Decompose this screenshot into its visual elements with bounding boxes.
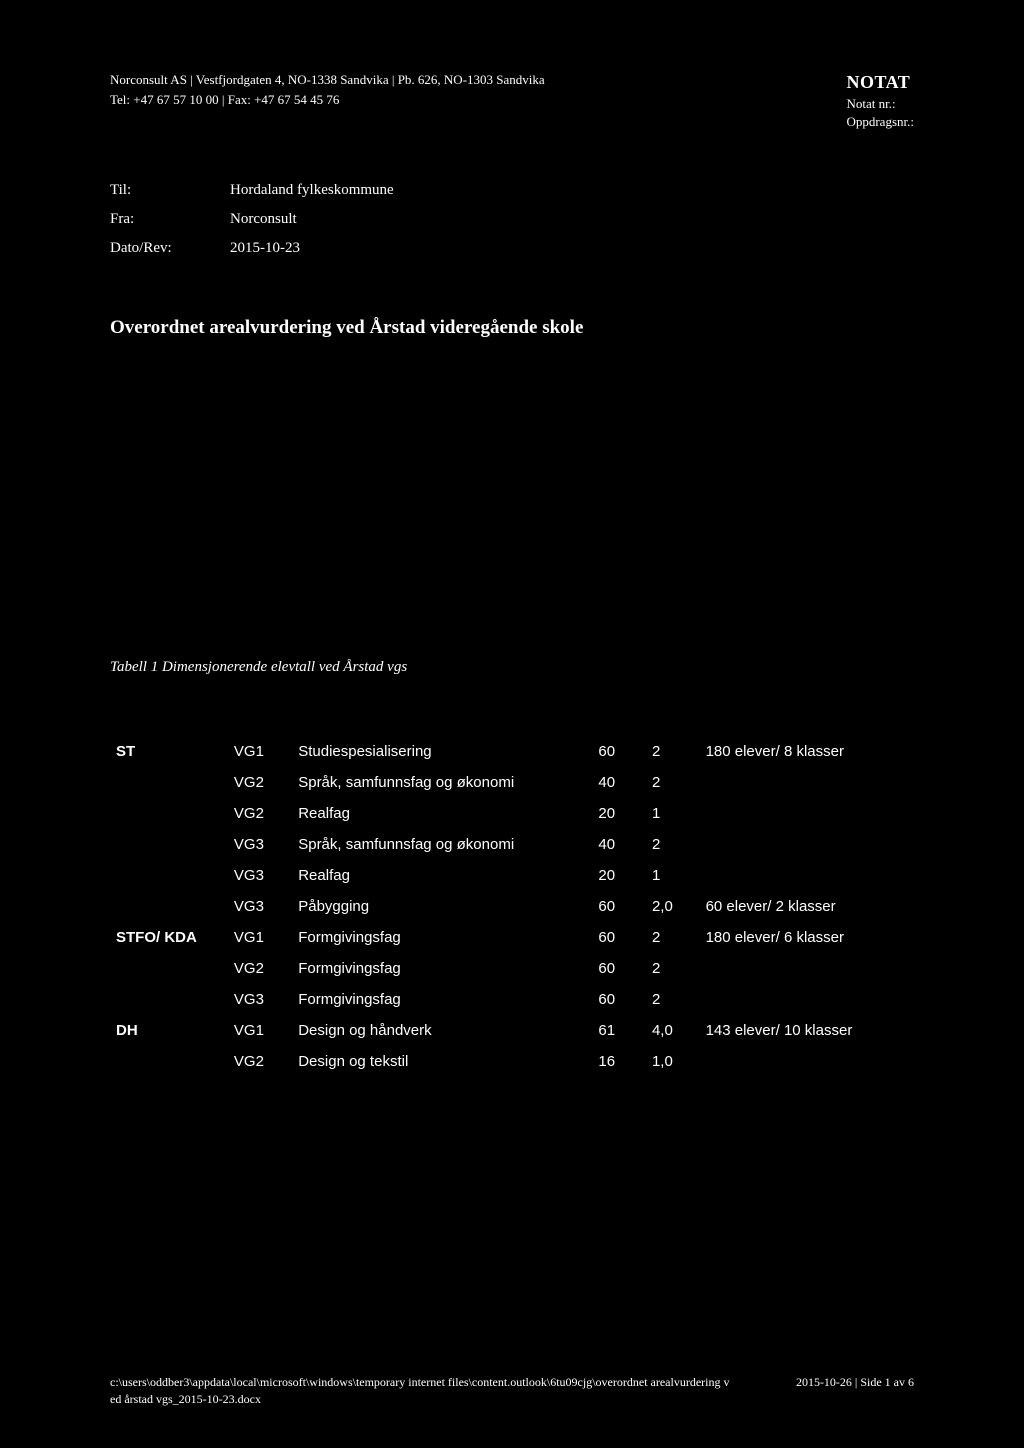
table-cell: DH [110, 1015, 228, 1046]
company-line-1: Norconsult AS | Vestfjordgaten 4, NO-133… [110, 70, 545, 90]
table-cell: Realfag [292, 860, 592, 891]
notat-nr-label: Notat nr.: [846, 95, 914, 113]
table-body: STVG1Studiespesialisering602180 elever/ … [110, 736, 914, 1077]
table-cell: 20 [592, 798, 646, 829]
table-cell [110, 953, 228, 984]
table-cell [110, 891, 228, 922]
table-cell: VG3 [228, 860, 292, 891]
table-cell: Språk, samfunnsfag og økonomi [292, 767, 592, 798]
table-cell: 2 [646, 984, 700, 1015]
meta-label-til: Til: [110, 182, 230, 199]
meta-value-dato: 2015-10-23 [230, 240, 914, 257]
table-cell: 61 [592, 1015, 646, 1046]
table-cell: 4,0 [646, 1015, 700, 1046]
table-cell: Formgivingsfag [292, 984, 592, 1015]
table-cell: 60 [592, 953, 646, 984]
table-caption: Tabell 1 Dimensjonerende elevtall ved År… [110, 659, 914, 676]
table-cell: VG1 [228, 922, 292, 953]
table-cell: VG3 [228, 891, 292, 922]
table-cell-note: 60 elever/ 2 klasser [700, 891, 914, 922]
table-cell: 2 [646, 953, 700, 984]
table-cell: VG3 [228, 984, 292, 1015]
table-row: STVG1Studiespesialisering602180 elever/ … [110, 736, 914, 767]
company-line-2: Tel: +47 67 57 10 00 | Fax: +47 67 54 45… [110, 90, 545, 110]
meta-value-fra: Norconsult [230, 211, 914, 228]
meta-row-til: Til: Hordaland fylkeskommune [110, 182, 914, 199]
document-title: Overordnet arealvurdering ved Årstad vid… [110, 317, 914, 339]
table-cell [110, 829, 228, 860]
table-cell: Formgivingsfag [292, 922, 592, 953]
table-cell: 40 [592, 829, 646, 860]
table-cell: 2 [646, 736, 700, 767]
table-row: STFO/ KDAVG1Formgivingsfag602180 elever/… [110, 922, 914, 953]
table-cell: VG1 [228, 736, 292, 767]
table-cell-note: 180 elever/ 6 klasser [700, 922, 914, 1015]
notat-block: NOTAT Notat nr.: Oppdragsnr.: [846, 70, 914, 132]
table-cell: 60 [592, 984, 646, 1015]
table-row: DHVG1Design og håndverk614,0143 elever/ … [110, 1015, 914, 1046]
table-cell [110, 860, 228, 891]
footer: c:\users\oddber3\appdata\local\microsoft… [110, 1374, 914, 1408]
meta-label-fra: Fra: [110, 211, 230, 228]
table-cell [110, 767, 228, 798]
meta-value-til: Hordaland fylkeskommune [230, 182, 914, 199]
meta-row-fra: Fra: Norconsult [110, 211, 914, 228]
table-cell: 2 [646, 829, 700, 860]
table-cell [110, 798, 228, 829]
data-table: STVG1Studiespesialisering602180 elever/ … [110, 736, 914, 1077]
table-cell: 1 [646, 860, 700, 891]
table-row: VG3Påbygging602,060 elever/ 2 klasser [110, 891, 914, 922]
table-cell: 60 [592, 736, 646, 767]
company-info: Norconsult AS | Vestfjordgaten 4, NO-133… [110, 70, 545, 109]
table-cell: Formgivingsfag [292, 953, 592, 984]
table-cell: VG2 [228, 798, 292, 829]
table-cell: Påbygging [292, 891, 592, 922]
table-cell: Studiespesialisering [292, 736, 592, 767]
table-cell: 1 [646, 798, 700, 829]
table-cell: 60 [592, 922, 646, 953]
table-cell: 60 [592, 891, 646, 922]
table-cell: VG2 [228, 1046, 292, 1077]
table-cell: 1,0 [646, 1046, 700, 1077]
table-cell: 2 [646, 922, 700, 953]
table-cell: Språk, samfunnsfag og økonomi [292, 829, 592, 860]
table-cell: STFO/ KDA [110, 922, 228, 953]
notat-title: NOTAT [846, 70, 914, 95]
header: Norconsult AS | Vestfjordgaten 4, NO-133… [110, 70, 914, 132]
table-cell: Design og tekstil [292, 1046, 592, 1077]
table-cell [110, 984, 228, 1015]
table-cell: VG3 [228, 829, 292, 860]
table-cell: Realfag [292, 798, 592, 829]
table-cell [110, 1046, 228, 1077]
table-cell: 2,0 [646, 891, 700, 922]
table-cell: ST [110, 736, 228, 767]
footer-page-info: 2015-10-26 | Side 1 av 6 [796, 1374, 914, 1408]
table-cell: 20 [592, 860, 646, 891]
oppdrag-nr-label: Oppdragsnr.: [846, 113, 914, 131]
table-cell-note: 180 elever/ 8 klasser [700, 736, 914, 891]
table-cell: 16 [592, 1046, 646, 1077]
table-cell: Design og håndverk [292, 1015, 592, 1046]
table-cell: VG2 [228, 953, 292, 984]
footer-path: c:\users\oddber3\appdata\local\microsoft… [110, 1374, 730, 1408]
table-cell: 40 [592, 767, 646, 798]
meta-row-dato: Dato/Rev: 2015-10-23 [110, 240, 914, 257]
table-cell: 2 [646, 767, 700, 798]
table-cell-note: 143 elever/ 10 klasser [700, 1015, 914, 1077]
meta-label-dato: Dato/Rev: [110, 240, 230, 257]
meta-block: Til: Hordaland fylkeskommune Fra: Norcon… [110, 182, 914, 257]
document-page: Norconsult AS | Vestfjordgaten 4, NO-133… [0, 0, 1024, 1448]
table-cell: VG1 [228, 1015, 292, 1046]
table-cell: VG2 [228, 767, 292, 798]
